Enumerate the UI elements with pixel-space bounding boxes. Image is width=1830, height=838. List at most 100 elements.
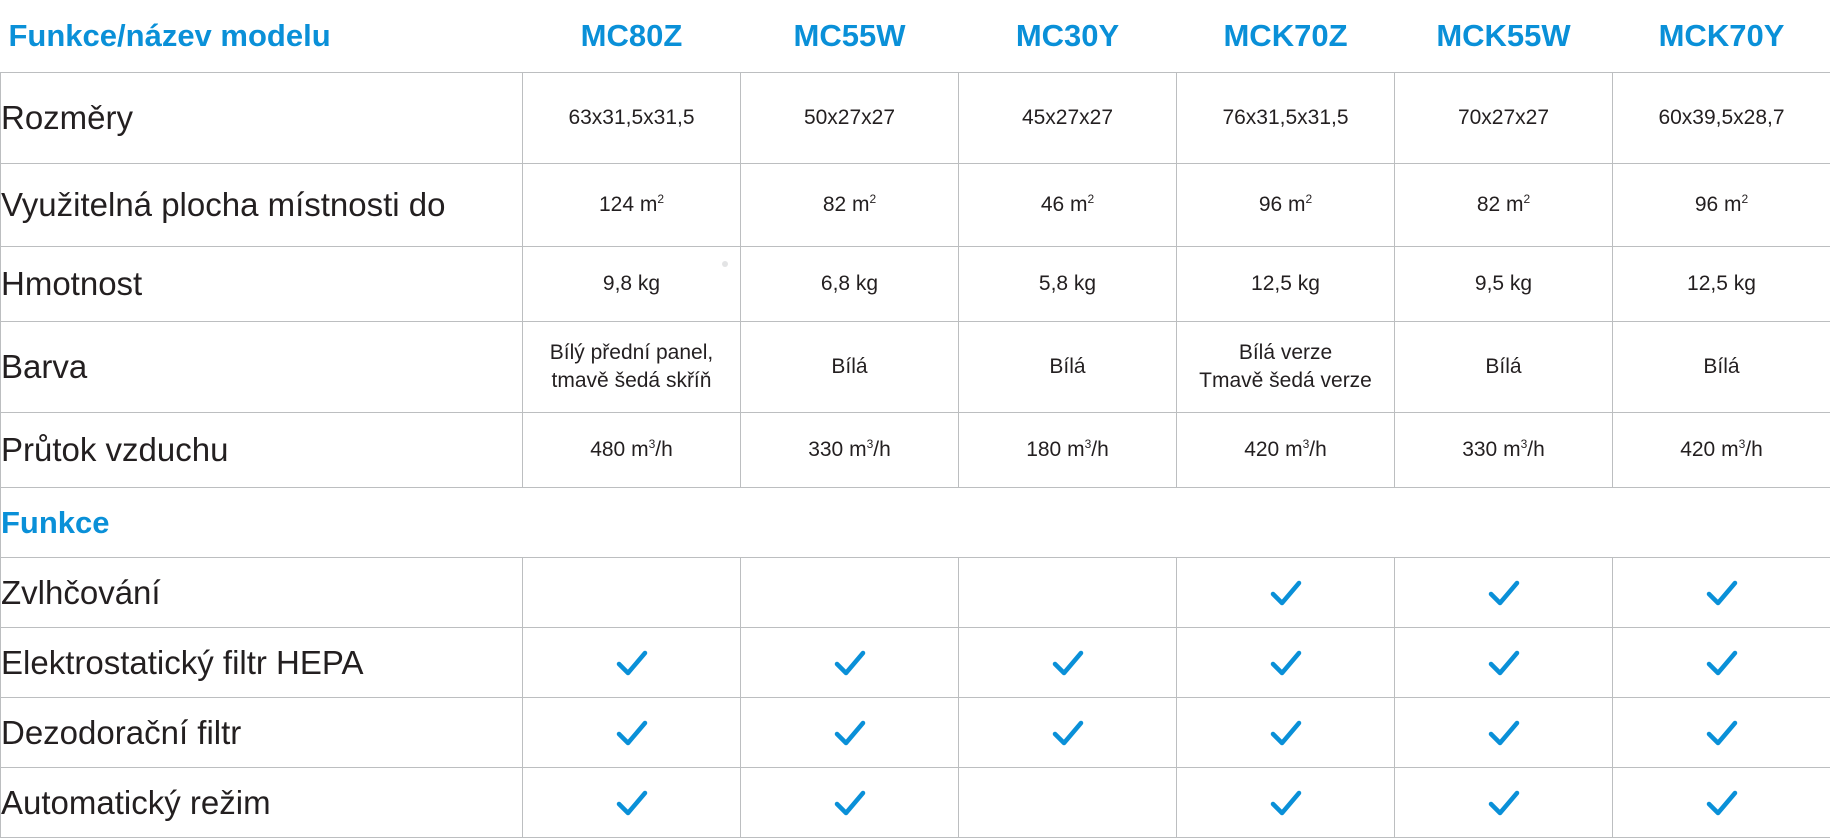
airflow-value: 420 m3/h bbox=[1613, 413, 1830, 488]
airflow-unit-suffix: /h bbox=[1091, 438, 1109, 461]
feature-cell bbox=[1177, 698, 1395, 768]
color-line: Bílá bbox=[959, 353, 1176, 381]
airflow-number: 180 m bbox=[1026, 438, 1084, 461]
color-value: Bílá bbox=[1613, 322, 1830, 413]
feature-label: Elektrostatický filtr HEPA bbox=[1, 628, 523, 698]
dimensions-value: 60x39,5x28,7 bbox=[1613, 73, 1830, 164]
model-name: MC30Y bbox=[959, 0, 1177, 73]
feature-cell bbox=[959, 628, 1177, 698]
checkmark-icon bbox=[1705, 718, 1739, 748]
feature-cell bbox=[1177, 558, 1395, 628]
checkmark-icon bbox=[1705, 788, 1739, 818]
feature-row: Dezodorační filtr bbox=[1, 698, 1830, 768]
area-number: 96 m bbox=[1259, 193, 1306, 216]
checkmark-icon bbox=[833, 788, 867, 818]
feature-cell bbox=[1177, 768, 1395, 838]
feature-cell bbox=[959, 698, 1177, 768]
checkmark-icon bbox=[833, 718, 867, 748]
checkmark-icon bbox=[1487, 788, 1521, 818]
dimensions-value: 70x27x27 bbox=[1395, 73, 1613, 164]
area-number: 46 m bbox=[1041, 193, 1088, 216]
color-line: Tmavě šedá verze bbox=[1177, 367, 1394, 395]
color-value: Bílý přední panel,tmavě šedá skříň bbox=[523, 322, 741, 413]
color-line: tmavě šedá skříň bbox=[523, 367, 740, 395]
row-weight: Hmotnost 9,8 kg 6,8 kg 5,8 kg 12,5 kg 9,… bbox=[1, 247, 1830, 322]
airflow-value: 330 m3/h bbox=[741, 413, 959, 488]
feature-row: Zvlhčování bbox=[1, 558, 1830, 628]
feature-cell bbox=[523, 698, 741, 768]
checkmark-icon bbox=[1705, 578, 1739, 608]
unit-exponent: 2 bbox=[657, 192, 664, 206]
model-name: MCK70Y bbox=[1613, 0, 1830, 73]
weight-value: 12,5 kg bbox=[1177, 247, 1395, 322]
feature-cell bbox=[741, 768, 959, 838]
feature-cell bbox=[523, 558, 741, 628]
checkmark-icon bbox=[1269, 718, 1303, 748]
header-label: Funkce/název modelu bbox=[1, 0, 523, 73]
weight-value: 5,8 kg bbox=[959, 247, 1177, 322]
area-number: 82 m bbox=[1477, 193, 1524, 216]
feature-cell bbox=[959, 768, 1177, 838]
color-line: Bílá bbox=[741, 353, 958, 381]
area-number: 96 m bbox=[1695, 193, 1742, 216]
checkmark-icon bbox=[1269, 648, 1303, 678]
dimensions-value: 50x27x27 bbox=[741, 73, 959, 164]
airflow-unit-suffix: /h bbox=[1309, 438, 1327, 461]
feature-label: Dezodorační filtr bbox=[1, 698, 523, 768]
row-label: Rozměry bbox=[1, 73, 523, 164]
airflow-value: 180 m3/h bbox=[959, 413, 1177, 488]
feature-cell bbox=[1395, 628, 1613, 698]
section-empty-cell bbox=[1613, 488, 1830, 558]
airflow-unit-suffix: /h bbox=[1527, 438, 1545, 461]
area-value: 96 m2 bbox=[1177, 164, 1395, 247]
weight-value: 6,8 kg bbox=[741, 247, 959, 322]
airflow-unit-suffix: /h bbox=[873, 438, 891, 461]
color-line: Bílý přední panel, bbox=[523, 339, 740, 367]
feature-cell bbox=[1613, 698, 1830, 768]
checkmark-icon bbox=[615, 718, 649, 748]
checkmark-icon bbox=[615, 648, 649, 678]
airflow-value: 330 m3/h bbox=[1395, 413, 1613, 488]
area-value: 82 m2 bbox=[741, 164, 959, 247]
unit-exponent: 2 bbox=[1524, 192, 1531, 206]
checkmark-icon bbox=[1051, 648, 1085, 678]
feature-cell bbox=[741, 558, 959, 628]
feature-row: Automatický režim bbox=[1, 768, 1830, 838]
feature-cell bbox=[741, 698, 959, 768]
feature-row: Elektrostatický filtr HEPA bbox=[1, 628, 1830, 698]
row-label: Hmotnost bbox=[1, 247, 523, 322]
features-section-title: Funkce bbox=[1, 488, 1613, 558]
color-value: Bílá bbox=[741, 322, 959, 413]
unit-exponent: 2 bbox=[870, 192, 877, 206]
checkmark-icon bbox=[1705, 648, 1739, 678]
airflow-value: 480 m3/h bbox=[523, 413, 741, 488]
model-name: MCK55W bbox=[1395, 0, 1613, 73]
airflow-number: 330 m bbox=[1462, 438, 1520, 461]
model-name: MC55W bbox=[741, 0, 959, 73]
checkmark-icon bbox=[1269, 788, 1303, 818]
checkmark-icon bbox=[833, 648, 867, 678]
dimensions-value: 76x31,5x31,5 bbox=[1177, 73, 1395, 164]
decorative-dot bbox=[722, 261, 728, 267]
checkmark-icon bbox=[1269, 578, 1303, 608]
unit-exponent: 2 bbox=[1306, 192, 1313, 206]
feature-cell bbox=[741, 628, 959, 698]
feature-label: Zvlhčování bbox=[1, 558, 523, 628]
checkmark-icon bbox=[1051, 718, 1085, 748]
feature-cell bbox=[523, 628, 741, 698]
row-dimensions: Rozměry 63x31,5x31,5 50x27x27 45x27x27 7… bbox=[1, 73, 1830, 164]
feature-cell bbox=[1395, 768, 1613, 838]
dimensions-value: 63x31,5x31,5 bbox=[523, 73, 741, 164]
airflow-unit-suffix: /h bbox=[1745, 438, 1763, 461]
color-line: Bílá bbox=[1613, 353, 1830, 381]
color-value: Bílá bbox=[1395, 322, 1613, 413]
feature-cell bbox=[1395, 698, 1613, 768]
weight-value: 9,5 kg bbox=[1395, 247, 1613, 322]
feature-cell bbox=[959, 558, 1177, 628]
airflow-number: 420 m bbox=[1244, 438, 1302, 461]
header-row: Funkce/název modelu MC80Z MC55W MC30Y MC… bbox=[1, 0, 1830, 73]
